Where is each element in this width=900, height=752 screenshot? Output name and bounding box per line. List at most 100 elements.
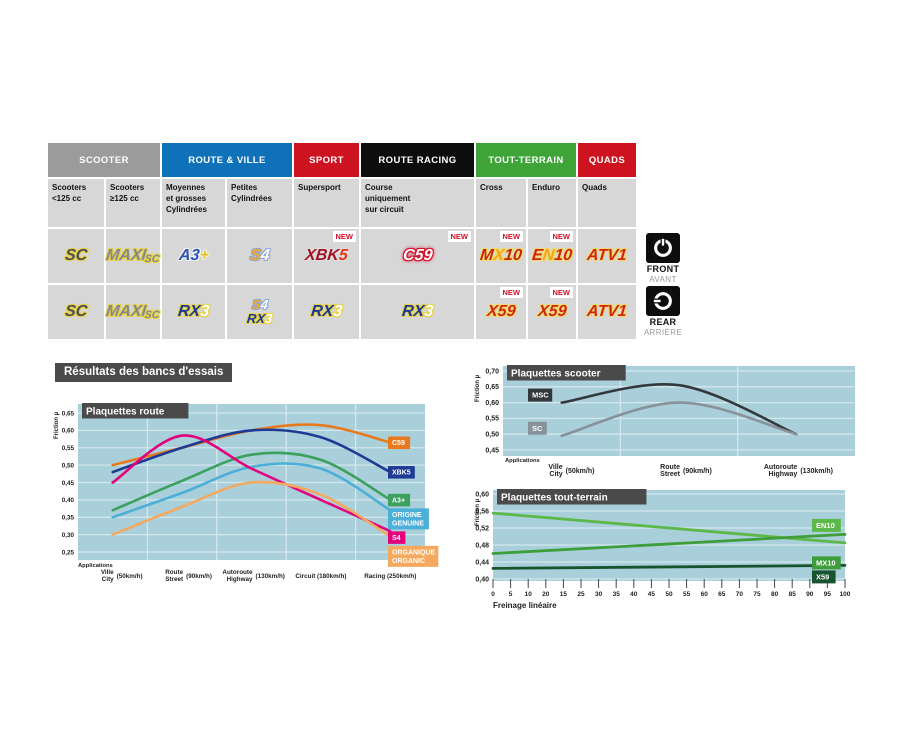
chart-title-chip-text: Plaquettes tout-terrain (501, 493, 608, 504)
front-position-block: FRONT AVANT (640, 233, 686, 284)
subheader-cell: Supersport (294, 179, 359, 227)
category-sport: SPORT (294, 143, 359, 177)
x-tick-label: 100 (840, 591, 851, 598)
x-category-label-en: Highway (769, 471, 798, 478)
x-tick-label: 25 (577, 591, 585, 598)
legend-chip-en10-text: EN10 (816, 521, 835, 530)
subheader-cell: Scooters <125 cc (48, 179, 104, 227)
legend-chip-sc-text: SC (532, 424, 543, 433)
subheader-cell: Petites Cylindrées (227, 179, 292, 227)
product-cell-front: SC (48, 229, 104, 283)
subheader-cell: Quads (578, 179, 636, 227)
y-axis-title: Friction µ (475, 498, 481, 526)
subheader-cell: Scooters ≥125 cc (106, 179, 160, 227)
y-tick-label: 0,40 (475, 576, 489, 583)
subheader-cell: Moyennes et grosses Cylindrées (162, 179, 225, 227)
x-category-label-en: Street (660, 471, 681, 478)
product-logo-s4: S4 (248, 246, 271, 264)
x-tick-label: 80 (771, 591, 779, 598)
subheader-cell: Course uniquement sur circuit (361, 179, 474, 227)
x-tick-label: 30 (595, 591, 603, 598)
chart-tt-svg: 0,60 0,56 0,52 0,48 0,44 0,40 Plaquettes tout-… (475, 489, 851, 610)
x-category-speed: (130km/h) (256, 573, 285, 580)
x-category-label-en: City (102, 576, 114, 583)
subheader-cell: Cross (476, 179, 526, 227)
chart-route-svg: 0,65 0,60 0,55 0,50 0,45 0,40 0,35 0,30 0,25 Plaq… (54, 403, 439, 583)
x-category-label: Circuit (180km/h) (295, 573, 346, 580)
product-cell-rear: RX3 (294, 285, 359, 339)
x-tick-label: 95 (824, 591, 832, 598)
x-category-label-en: City (549, 471, 562, 478)
x-category-label: Ville (548, 464, 562, 471)
product-cell-rear: RX3 (361, 285, 474, 339)
series-line-x59 (491, 564, 847, 570)
series-line-origine-genuine (111, 462, 392, 519)
product-logo-maxisc: MAXISC (105, 246, 161, 265)
chart-title-chip (82, 403, 189, 419)
legend-chip-c59-text: C59 (392, 440, 405, 447)
y-tick-label: 0,65 (485, 384, 499, 391)
front-sublabel: AVANT (649, 275, 677, 284)
product-logo-sc: SC (64, 302, 89, 320)
front-label: FRONT (646, 264, 680, 274)
series-line-sc (560, 401, 798, 438)
x-category-speed: (50km/h) (117, 573, 143, 580)
product-logo-a3+: A3+ (177, 246, 210, 264)
y-tick-label: 0,44 (475, 559, 489, 566)
y-axis-title: Friction µ (54, 411, 60, 439)
legend-chip-x59-text: X59 (816, 572, 829, 581)
product-cell-front: ATV1 (578, 229, 636, 283)
y-tick-label: 0,48 (475, 542, 489, 549)
series-line-organique-organic (111, 480, 392, 538)
x-category-speed: (130km/h) (800, 468, 833, 475)
legend-chip-origine-genuine-text: GENUINE (392, 520, 424, 527)
category-scooter: SCOOTER (48, 143, 160, 177)
x-tick-label: 0 (491, 591, 495, 598)
chart-title-chip (507, 365, 626, 381)
rear-brake-disc-icon (646, 286, 680, 316)
x-tick-label: 60 (701, 591, 709, 598)
y-tick-label: 0,55 (62, 445, 75, 452)
x-axis-title: Freinage linéaire (493, 601, 557, 610)
product-cell-front: A3+ (162, 229, 225, 283)
chart-plaquettes-tout-terrain: 0,60 0,56 0,52 0,48 0,44 0,40 Plaquettes tout-… (468, 480, 868, 615)
product-logo-mx10: MX10 (479, 246, 523, 264)
x-tick-label: 75 (753, 591, 761, 598)
x-axis-note: Applications (505, 458, 540, 464)
plot-area (503, 366, 855, 456)
y-tick-label: 0,56 (475, 508, 489, 515)
rear-label: REAR (649, 317, 677, 327)
legend-chip-origine-genuine (388, 508, 429, 530)
new-badge: NEW (549, 231, 573, 242)
x-category-label: Ville (101, 569, 114, 576)
subheader-cell: Enduro (528, 179, 576, 227)
new-badge: NEW (549, 287, 573, 298)
product-logo-sc: SC (64, 246, 89, 264)
x-tick-label: 45 (648, 591, 656, 598)
x-tick-label: 15 (560, 591, 568, 598)
x-category-label-en: Highway (227, 576, 253, 583)
legend-chip-mx10 (812, 556, 841, 570)
product-category-table: SCOOTER ROUTE & VILLE SPORT ROUTE RACING TOU… (48, 143, 636, 339)
x-tick-label: 5 (509, 591, 513, 598)
y-tick-label: 0,70 (485, 368, 499, 375)
y-tick-label: 0,45 (485, 447, 499, 454)
product-logo-rx3: RX3 (177, 302, 211, 320)
x-category-speed: (90km/h) (186, 573, 212, 580)
y-tick-label: 0,45 (62, 480, 75, 487)
product-cell-rear: SC (48, 285, 104, 339)
legend-chip-xbk5-text: XBK5 (392, 470, 411, 477)
x-tick-label: 10 (525, 591, 533, 598)
product-logo-x59: X59 (485, 302, 517, 320)
x-category-label-en: Street (165, 576, 184, 583)
y-tick-label: 0,65 (62, 410, 75, 417)
product-logo-x59: X59 (536, 302, 568, 320)
product-cell-rear: ATV1 (578, 285, 636, 339)
y-axis-title: Friction µ (475, 374, 481, 402)
x-tick-label: 35 (613, 591, 621, 598)
x-category-speed: (50km/h) (566, 468, 595, 475)
x-category-speed: (90km/h) (683, 468, 712, 475)
product-cell-front: MAXISC (105, 229, 161, 283)
new-badge: NEW (499, 287, 523, 298)
legend-chip-msc-text: MSC (532, 391, 549, 400)
